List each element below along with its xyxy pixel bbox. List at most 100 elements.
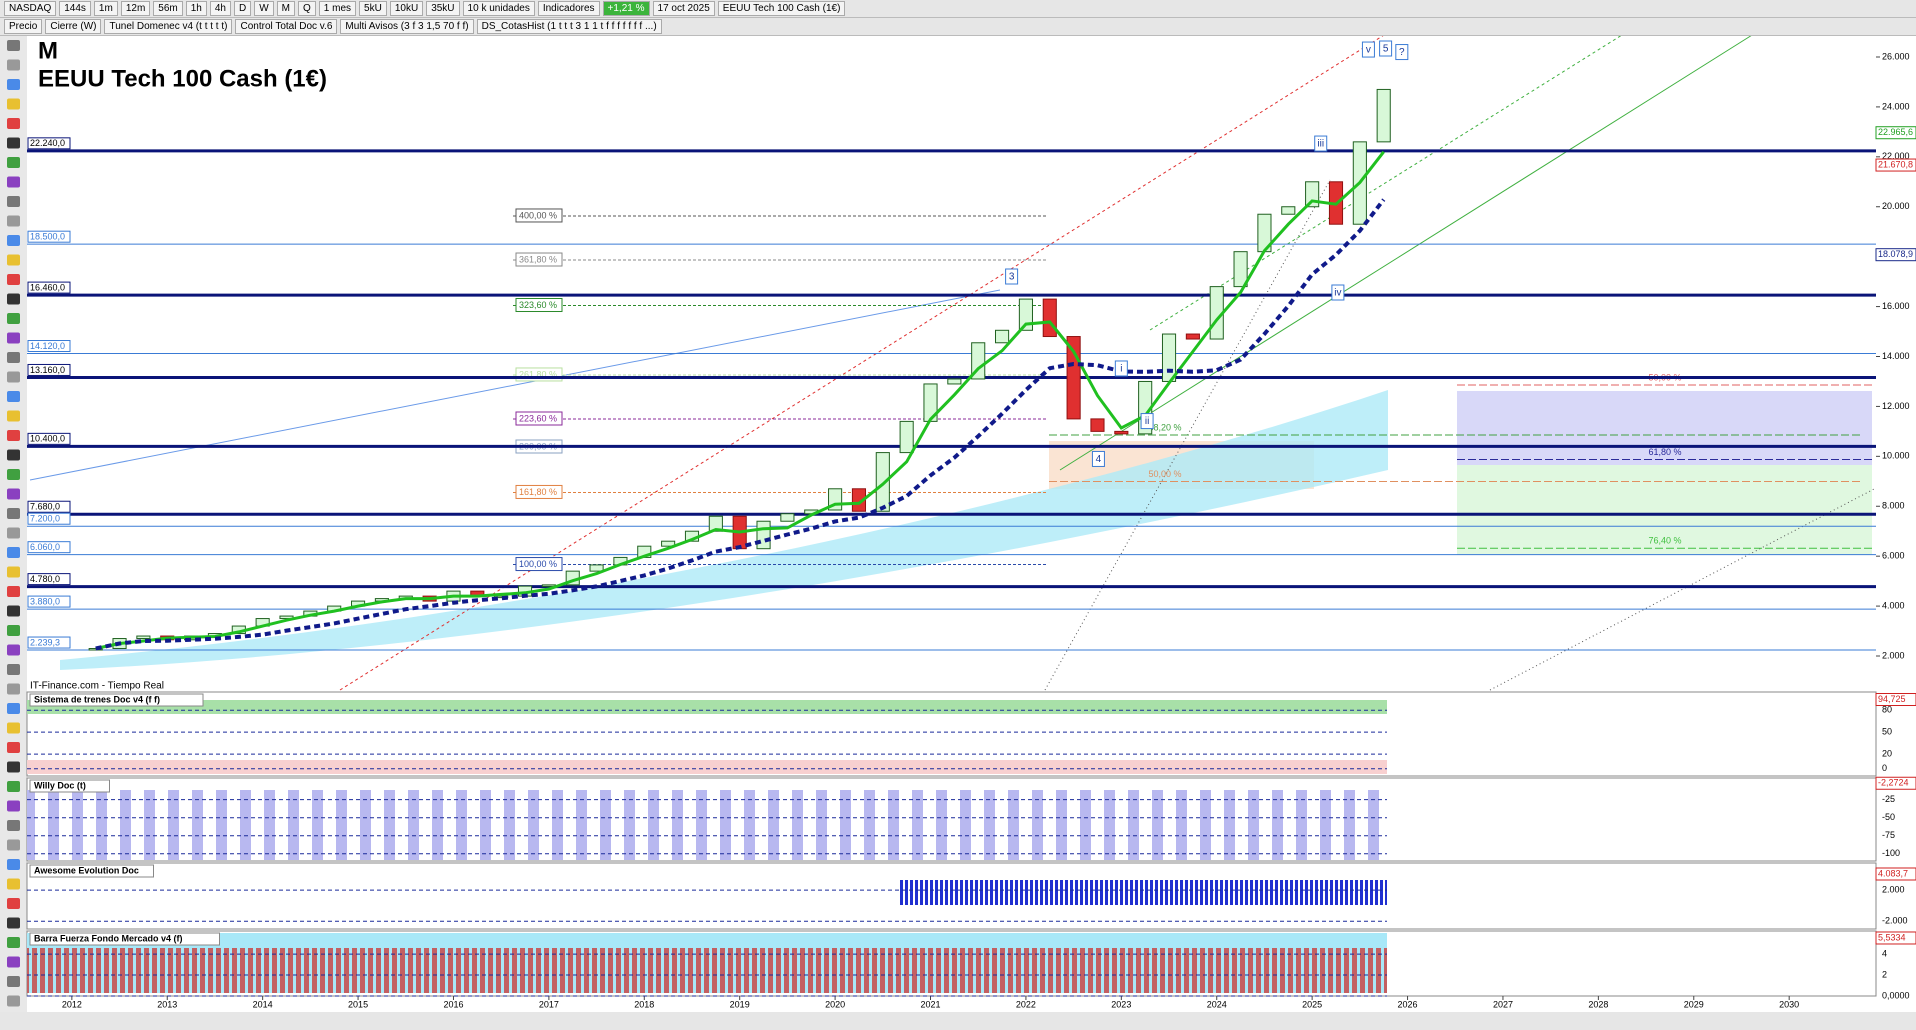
level-box: [27, 512, 71, 525]
wave-box: [1005, 268, 1019, 285]
tool-icon: [7, 508, 20, 519]
fib-label: 223,60 %: [519, 413, 557, 423]
indicator-tab[interactable]: Multi Avisos (3 f 3 1,5 70 f f): [340, 19, 474, 34]
panel-tick-label: -2.000: [1882, 916, 1908, 926]
x-tick-label: 2027: [1493, 999, 1513, 1009]
level-label: 6.060,0: [30, 542, 60, 552]
toolbar-button[interactable]: 144s: [59, 1, 91, 16]
fib-label: 76,40 %: [1648, 536, 1681, 546]
panel-title: Awesome Evolution Doc: [34, 865, 139, 875]
zone: [1457, 391, 1872, 465]
tool-icon: [7, 527, 20, 539]
tool-icon: [7, 137, 20, 149]
tool-icon: [7, 742, 20, 753]
x-tick-label: 2012: [62, 999, 82, 1009]
candle: [1042, 298, 1057, 338]
panel-title-box: [29, 693, 204, 707]
indicator-tab[interactable]: Cierre (W): [45, 19, 102, 34]
level-box: [27, 595, 71, 608]
level-label: 10.400,0: [30, 434, 65, 444]
x-tick-label: 2024: [1207, 999, 1227, 1009]
change: +1,21 %: [602, 1, 650, 16]
indicator-tab[interactable]: Control Total Doc v.6: [235, 19, 338, 34]
panel-title: Sistema de trenes Doc v4 (f f): [34, 694, 160, 704]
tool-icon: [7, 254, 20, 266]
toolbar-button[interactable]: 10 k unidades: [462, 1, 535, 16]
toolbar-button[interactable]: 4h: [209, 1, 231, 16]
tool-icon: [7, 176, 20, 188]
tool-icon: [7, 781, 20, 792]
panel-tick-label: -25: [1882, 794, 1895, 804]
x-tick-label: 2018: [634, 999, 654, 1009]
trend-line: [1059, 19, 1777, 471]
toolbar-button[interactable]: 12m: [120, 1, 151, 16]
candle: [851, 488, 867, 512]
fib-box: [515, 208, 563, 223]
tool-icon: [7, 703, 20, 714]
toolbar-button[interactable]: 5kU: [359, 1, 387, 16]
wave-box: [1379, 40, 1393, 57]
toolbar-button[interactable]: M: [276, 1, 296, 16]
tool-icon: [7, 995, 20, 1007]
candle: [88, 648, 103, 651]
toolbar-button[interactable]: 1 mes: [318, 1, 357, 16]
panel-title-box: [29, 864, 154, 878]
price-axis: [1876, 36, 1916, 1012]
y-tick-label: 22.000: [1882, 151, 1910, 161]
x-tick-label: 2025: [1302, 999, 1322, 1009]
candle: [995, 329, 1010, 344]
tool-icon: [7, 586, 20, 597]
toolbar-button[interactable]: 10kU: [389, 1, 424, 16]
level-label: 14.120,0: [30, 341, 65, 351]
toolbar-button[interactable]: D: [233, 1, 252, 16]
x-tick-label: 2023: [1111, 999, 1131, 1009]
wave-box: [1314, 135, 1328, 152]
tool-icon: [7, 98, 20, 110]
price-tag: [1875, 248, 1916, 262]
level-label: 2.239,3: [30, 637, 60, 647]
toolbar-button[interactable]: 1h: [185, 1, 207, 16]
tool-icon: [7, 644, 20, 656]
tool-icon: [7, 118, 20, 129]
toolbar-button[interactable]: Q: [298, 1, 316, 16]
panel-current-label: 94,725: [1878, 694, 1906, 704]
y-tick-label: 26.000: [1882, 51, 1910, 61]
tool-icon: [7, 59, 20, 71]
wave-label: iv: [1334, 288, 1341, 299]
wave-label: i: [1120, 364, 1122, 375]
tool-icon: [7, 332, 20, 344]
indicator-tab[interactable]: Precio: [4, 19, 43, 34]
trend-line: [29, 289, 1001, 481]
fib-label: 50,00 %: [1148, 469, 1181, 479]
fib-box: [515, 557, 563, 572]
toolbar-button[interactable]: 56m: [153, 1, 183, 16]
toolbar-button[interactable]: 1m: [93, 1, 118, 16]
toolbar-button[interactable]: NASDAQ: [4, 1, 57, 16]
fib-box: [515, 298, 563, 313]
toolbar-button[interactable]: 35kU: [426, 1, 460, 16]
y-tick-label: 24.000: [1882, 101, 1910, 111]
panel-title: Barra Fuerza Fondo Mercado v4 (f): [34, 933, 183, 943]
panel-tick-label: -100: [1882, 848, 1900, 858]
chart-title: EEUU Tech 100 Cash (1€): [38, 65, 327, 92]
y-tick-label: 2.000: [1882, 650, 1905, 660]
candle: [1376, 88, 1391, 143]
tool-icon: [7, 937, 20, 948]
toolbar-button[interactable]: Indicadores: [537, 1, 600, 16]
toolbar-button[interactable]: W: [254, 1, 274, 16]
level-label: 13.160,0: [30, 365, 65, 375]
indicator-tab[interactable]: Tunel Domenec v4 (t t t t t): [104, 19, 233, 34]
tool-icon: [7, 313, 20, 324]
wave-label: 5: [1383, 44, 1389, 55]
y-tick-label: 8.000: [1882, 501, 1905, 511]
tool-icon: [7, 469, 20, 480]
indicator-tab[interactable]: DS_CotasHist (1 t t t 3 1 1 t f f f f f …: [476, 19, 662, 34]
fib-label: 161,80 %: [519, 487, 557, 497]
panel-tick-label: 4: [1882, 948, 1887, 958]
wave-label: 4: [1096, 454, 1102, 465]
fib-label: 361,80 %: [519, 254, 557, 264]
wave-label: iii: [1317, 139, 1324, 150]
panel-tick-label: 0: [1882, 763, 1887, 773]
